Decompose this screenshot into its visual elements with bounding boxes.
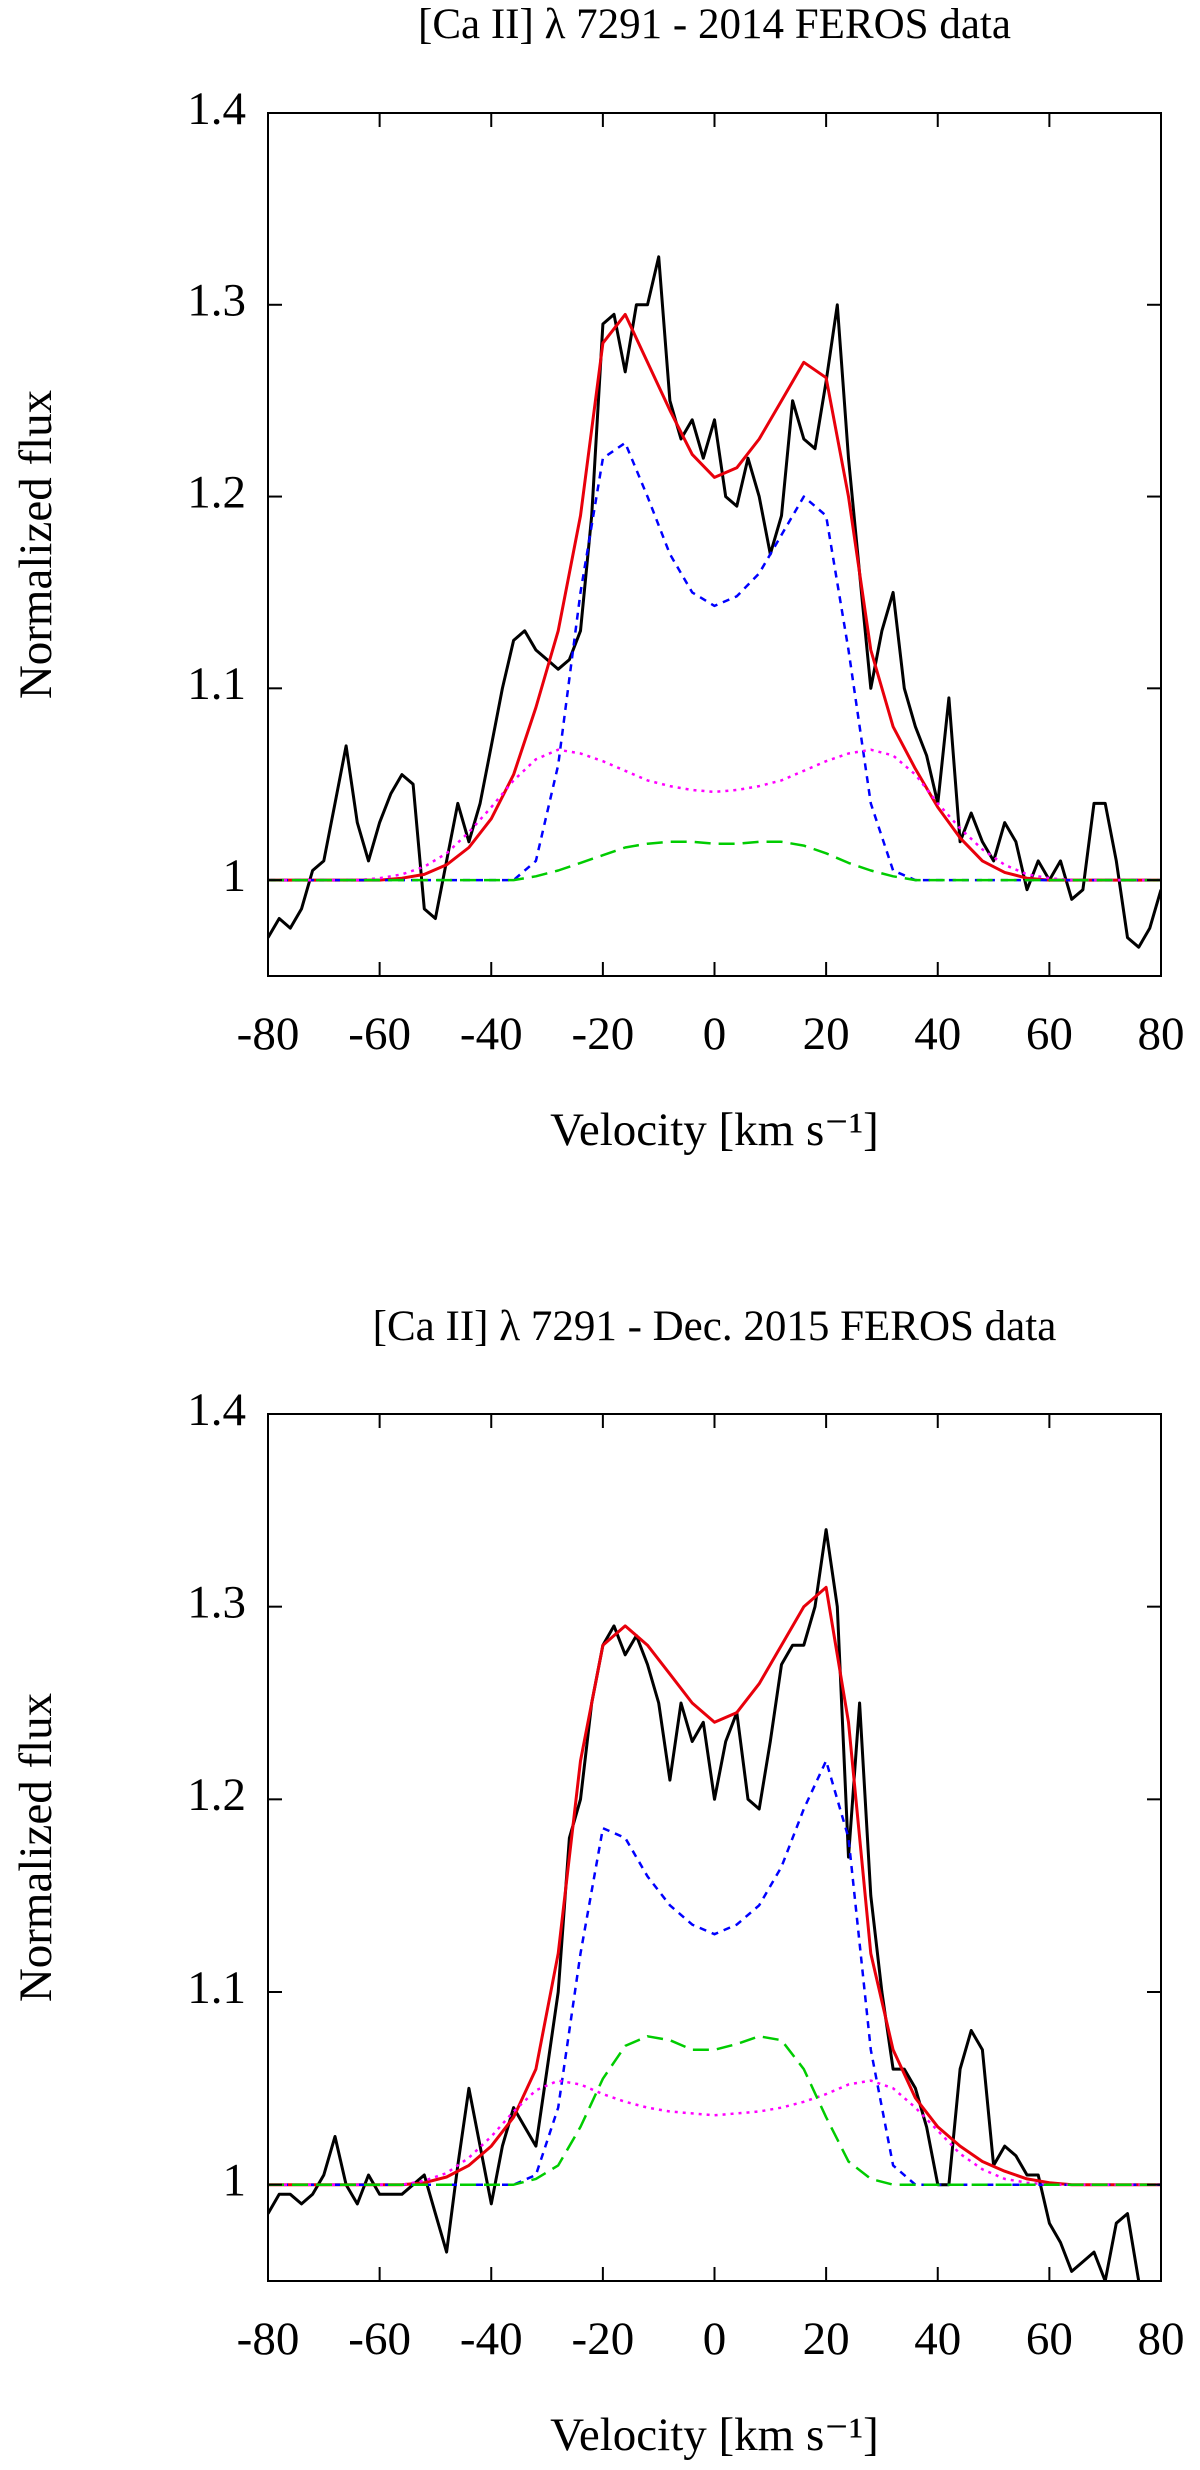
y-tick-label: 1 xyxy=(223,850,247,902)
y-tick-label: 1.2 xyxy=(187,1769,246,1821)
x-tick-label: -20 xyxy=(572,1008,635,1060)
y-tick-label: 1.1 xyxy=(187,1962,246,2014)
chart: [Ca II] λ 7291 - Dec. 2015 FEROS data -80… xyxy=(10,1303,1185,2461)
x-tick-label: 20 xyxy=(803,1008,850,1060)
x-tick-label: -60 xyxy=(348,1008,411,1060)
series-line xyxy=(268,441,1161,882)
y-tick-label: 1.4 xyxy=(187,1384,246,1436)
series-line xyxy=(268,2079,1161,2186)
series-line xyxy=(268,1759,1161,2186)
y-tick-label: 1.3 xyxy=(187,275,246,327)
series-line xyxy=(268,255,1161,949)
y-axis-label: Normalized flux xyxy=(10,390,62,699)
y-axis-label: Normalized flux xyxy=(10,1693,62,2002)
plot-frame xyxy=(267,1413,1162,2282)
y-tick-label: 1.4 xyxy=(187,83,246,135)
series-line xyxy=(268,1585,1161,2187)
y-tick-label: 1.3 xyxy=(187,1576,246,1628)
x-tick-label: -80 xyxy=(237,1008,300,1060)
x-tick-label: -60 xyxy=(348,2313,411,2365)
x-tick-label: 80 xyxy=(1138,2313,1185,2365)
chart-title: [Ca II] λ 7291 - 2014 FEROS data xyxy=(418,1,1011,48)
series-line xyxy=(268,1528,1141,2281)
x-tick-label: 60 xyxy=(1026,2313,1073,2365)
x-tick-label: 60 xyxy=(1026,1008,1073,1060)
series-line xyxy=(268,312,1161,882)
x-tick-label: -20 xyxy=(572,2313,635,2365)
y-tick-label: 1.1 xyxy=(187,658,246,710)
x-axis-label: Velocity [km s⁻¹] xyxy=(550,1104,879,1156)
x-axis-label: Velocity [km s⁻¹] xyxy=(550,2409,879,2461)
x-tick-label: -40 xyxy=(460,1008,523,1060)
series-line xyxy=(268,2035,1161,2186)
series-line xyxy=(268,748,1161,882)
y-tick-label: 1.2 xyxy=(187,466,246,518)
x-tick-label: -80 xyxy=(237,2313,300,2365)
x-tick-label: 0 xyxy=(703,2313,727,2365)
x-tick-label: 40 xyxy=(914,2313,961,2365)
x-tick-label: 20 xyxy=(803,2313,850,2365)
plot-area xyxy=(268,1528,1161,2281)
x-tick-label: -40 xyxy=(460,2313,523,2365)
y-tick-label: 1 xyxy=(223,2154,247,2206)
x-tick-label: 80 xyxy=(1138,1008,1185,1060)
plot-frame xyxy=(267,112,1162,977)
plot-area xyxy=(268,255,1161,949)
x-tick-label: 40 xyxy=(914,1008,961,1060)
x-tick-label: 0 xyxy=(703,1008,727,1060)
chart: [Ca II] λ 7291 - 2014 FEROS data -80 -60 -4… xyxy=(10,1,1185,1156)
series-line xyxy=(268,840,1161,882)
chart-title: [Ca II] λ 7291 - Dec. 2015 FEROS data xyxy=(373,1303,1057,1350)
